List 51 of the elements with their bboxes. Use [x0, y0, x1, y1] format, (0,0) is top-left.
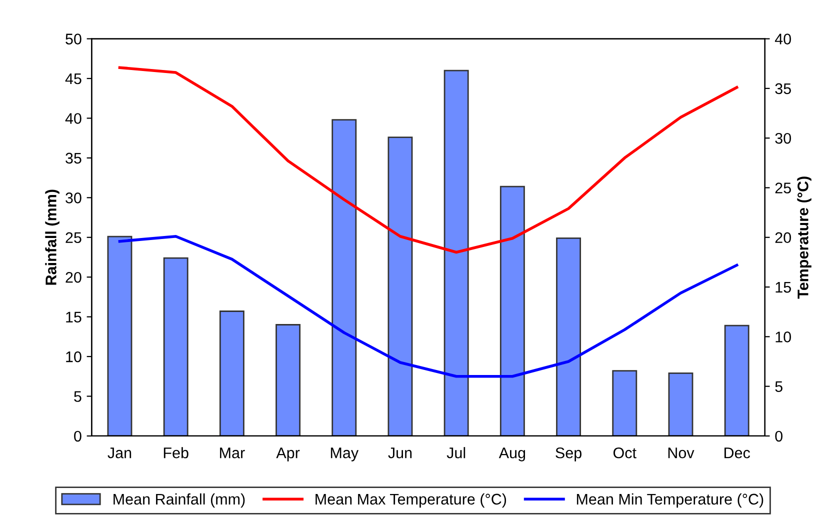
bar: [163, 257, 188, 436]
y-tick-label: 20: [66, 272, 82, 283]
x-tick-label: Apr: [276, 448, 300, 462]
bar: [107, 236, 132, 436]
y-tick-label: 40: [65, 113, 82, 124]
y2-tick-label: 10: [776, 332, 791, 342]
y2-tick-label: 20: [775, 232, 791, 244]
x-tick-label: Dec: [724, 448, 750, 458]
x-tick-label: Feb: [164, 447, 188, 458]
legend-label: Mean Rainfall (mm): [114, 493, 245, 508]
y2-tick-label: 30: [775, 132, 791, 144]
x-tick-label: Sep: [556, 447, 582, 462]
line-series: [118, 234, 738, 378]
y2-tick-label: 15: [776, 282, 791, 293]
y-tick-label: 35: [66, 152, 82, 164]
bar: [332, 119, 357, 436]
x-tick-label: Nov: [668, 448, 694, 458]
y-tick-label: 30: [66, 192, 82, 204]
y2-tick-label: 25: [775, 182, 791, 194]
bar: [444, 70, 469, 436]
legend-label: Mean Max Temperature (°C): [316, 493, 506, 508]
bar: [500, 186, 525, 436]
y-tick-label: 45: [65, 74, 82, 84]
legend-label: Mean Min Temperature (°C): [576, 493, 764, 508]
bar: [388, 136, 413, 436]
bar: [556, 237, 582, 436]
y-tick-label: 5: [74, 391, 82, 402]
x-tick-label: Aug: [498, 448, 526, 462]
bar: [276, 324, 301, 436]
y-tick-label: 25: [66, 232, 82, 244]
y-tick-label: 15: [66, 312, 82, 322]
y-tick-label: 50: [66, 34, 82, 44]
x-tick-label: Oct: [613, 447, 636, 458]
x-tick-label: Mar: [220, 448, 245, 458]
line-series: [118, 66, 738, 254]
bar: [612, 370, 638, 436]
y-axis-title: Rainfall (mm): [45, 190, 60, 285]
x-tick-label: Jan: [108, 448, 132, 458]
y2-tick-label: 0: [775, 430, 782, 442]
bar: [219, 310, 244, 436]
x-tick-label: May: [330, 448, 359, 462]
bar: [724, 324, 750, 436]
y2-axis-title: Temperature (°C): [797, 176, 812, 299]
y2-tick-label: 5: [775, 381, 782, 392]
y-tick-label: 0: [74, 430, 82, 442]
y2-tick-label: 40: [774, 34, 791, 44]
x-tick-label: Jul: [446, 447, 466, 458]
y2-tick-label: 35: [775, 83, 791, 94]
bar: [668, 372, 694, 436]
y-tick-label: 10: [66, 351, 82, 362]
x-tick-label: Jun: [388, 448, 412, 458]
